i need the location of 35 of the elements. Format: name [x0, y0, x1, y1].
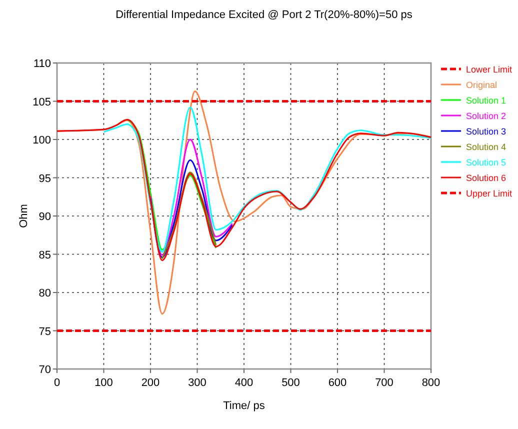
line-series: [103, 106, 432, 253]
y-tick-label: 105: [32, 96, 51, 108]
legend-label: Solution 4: [466, 142, 506, 152]
x-tick-label: 200: [141, 377, 160, 389]
y-tick-label: 85: [38, 249, 51, 262]
y-tick-label: 100: [32, 134, 51, 146]
y-tick-label: 70: [38, 364, 51, 376]
y-tick-label: 90: [38, 211, 51, 223]
line-series: [56, 118, 432, 262]
line-series: [161, 172, 217, 260]
x-axis-title: Time/ ps: [223, 400, 266, 412]
legend-label: Solution 1: [466, 96, 506, 106]
legend-label: Solution 5: [466, 158, 506, 168]
y-tick-label: 110: [33, 58, 51, 70]
y-tick-label: 95: [38, 172, 51, 185]
legend-label: Upper Limit: [466, 188, 513, 198]
y-tick-label: 80: [38, 288, 51, 300]
x-tick-label: 700: [375, 377, 394, 389]
x-tick-label: 100: [94, 377, 113, 389]
x-tick-label: 800: [422, 377, 440, 389]
legend-label: Lower Limit: [466, 64, 513, 74]
y-axis-title: Ohm: [18, 204, 30, 228]
legend-label: Solution 2: [466, 111, 506, 121]
x-tick-label: 500: [282, 377, 300, 389]
x-tick-label: 0: [54, 377, 60, 389]
chart-title: Differential Impedance Excited @ Port 2 Tr(20%-80%)=50 ps: [116, 9, 413, 21]
line-series: [150, 159, 234, 258]
legend-label: Solution 6: [466, 173, 506, 183]
x-tick-label: 600: [328, 377, 347, 389]
x-tick-label: 400: [234, 377, 254, 389]
legend-label: Solution 3: [466, 126, 506, 136]
y-tick-label: 75: [38, 326, 51, 338]
legend-label: Original: [466, 80, 498, 90]
x-tick-label: 300: [188, 377, 206, 389]
line-series: [150, 138, 234, 256]
